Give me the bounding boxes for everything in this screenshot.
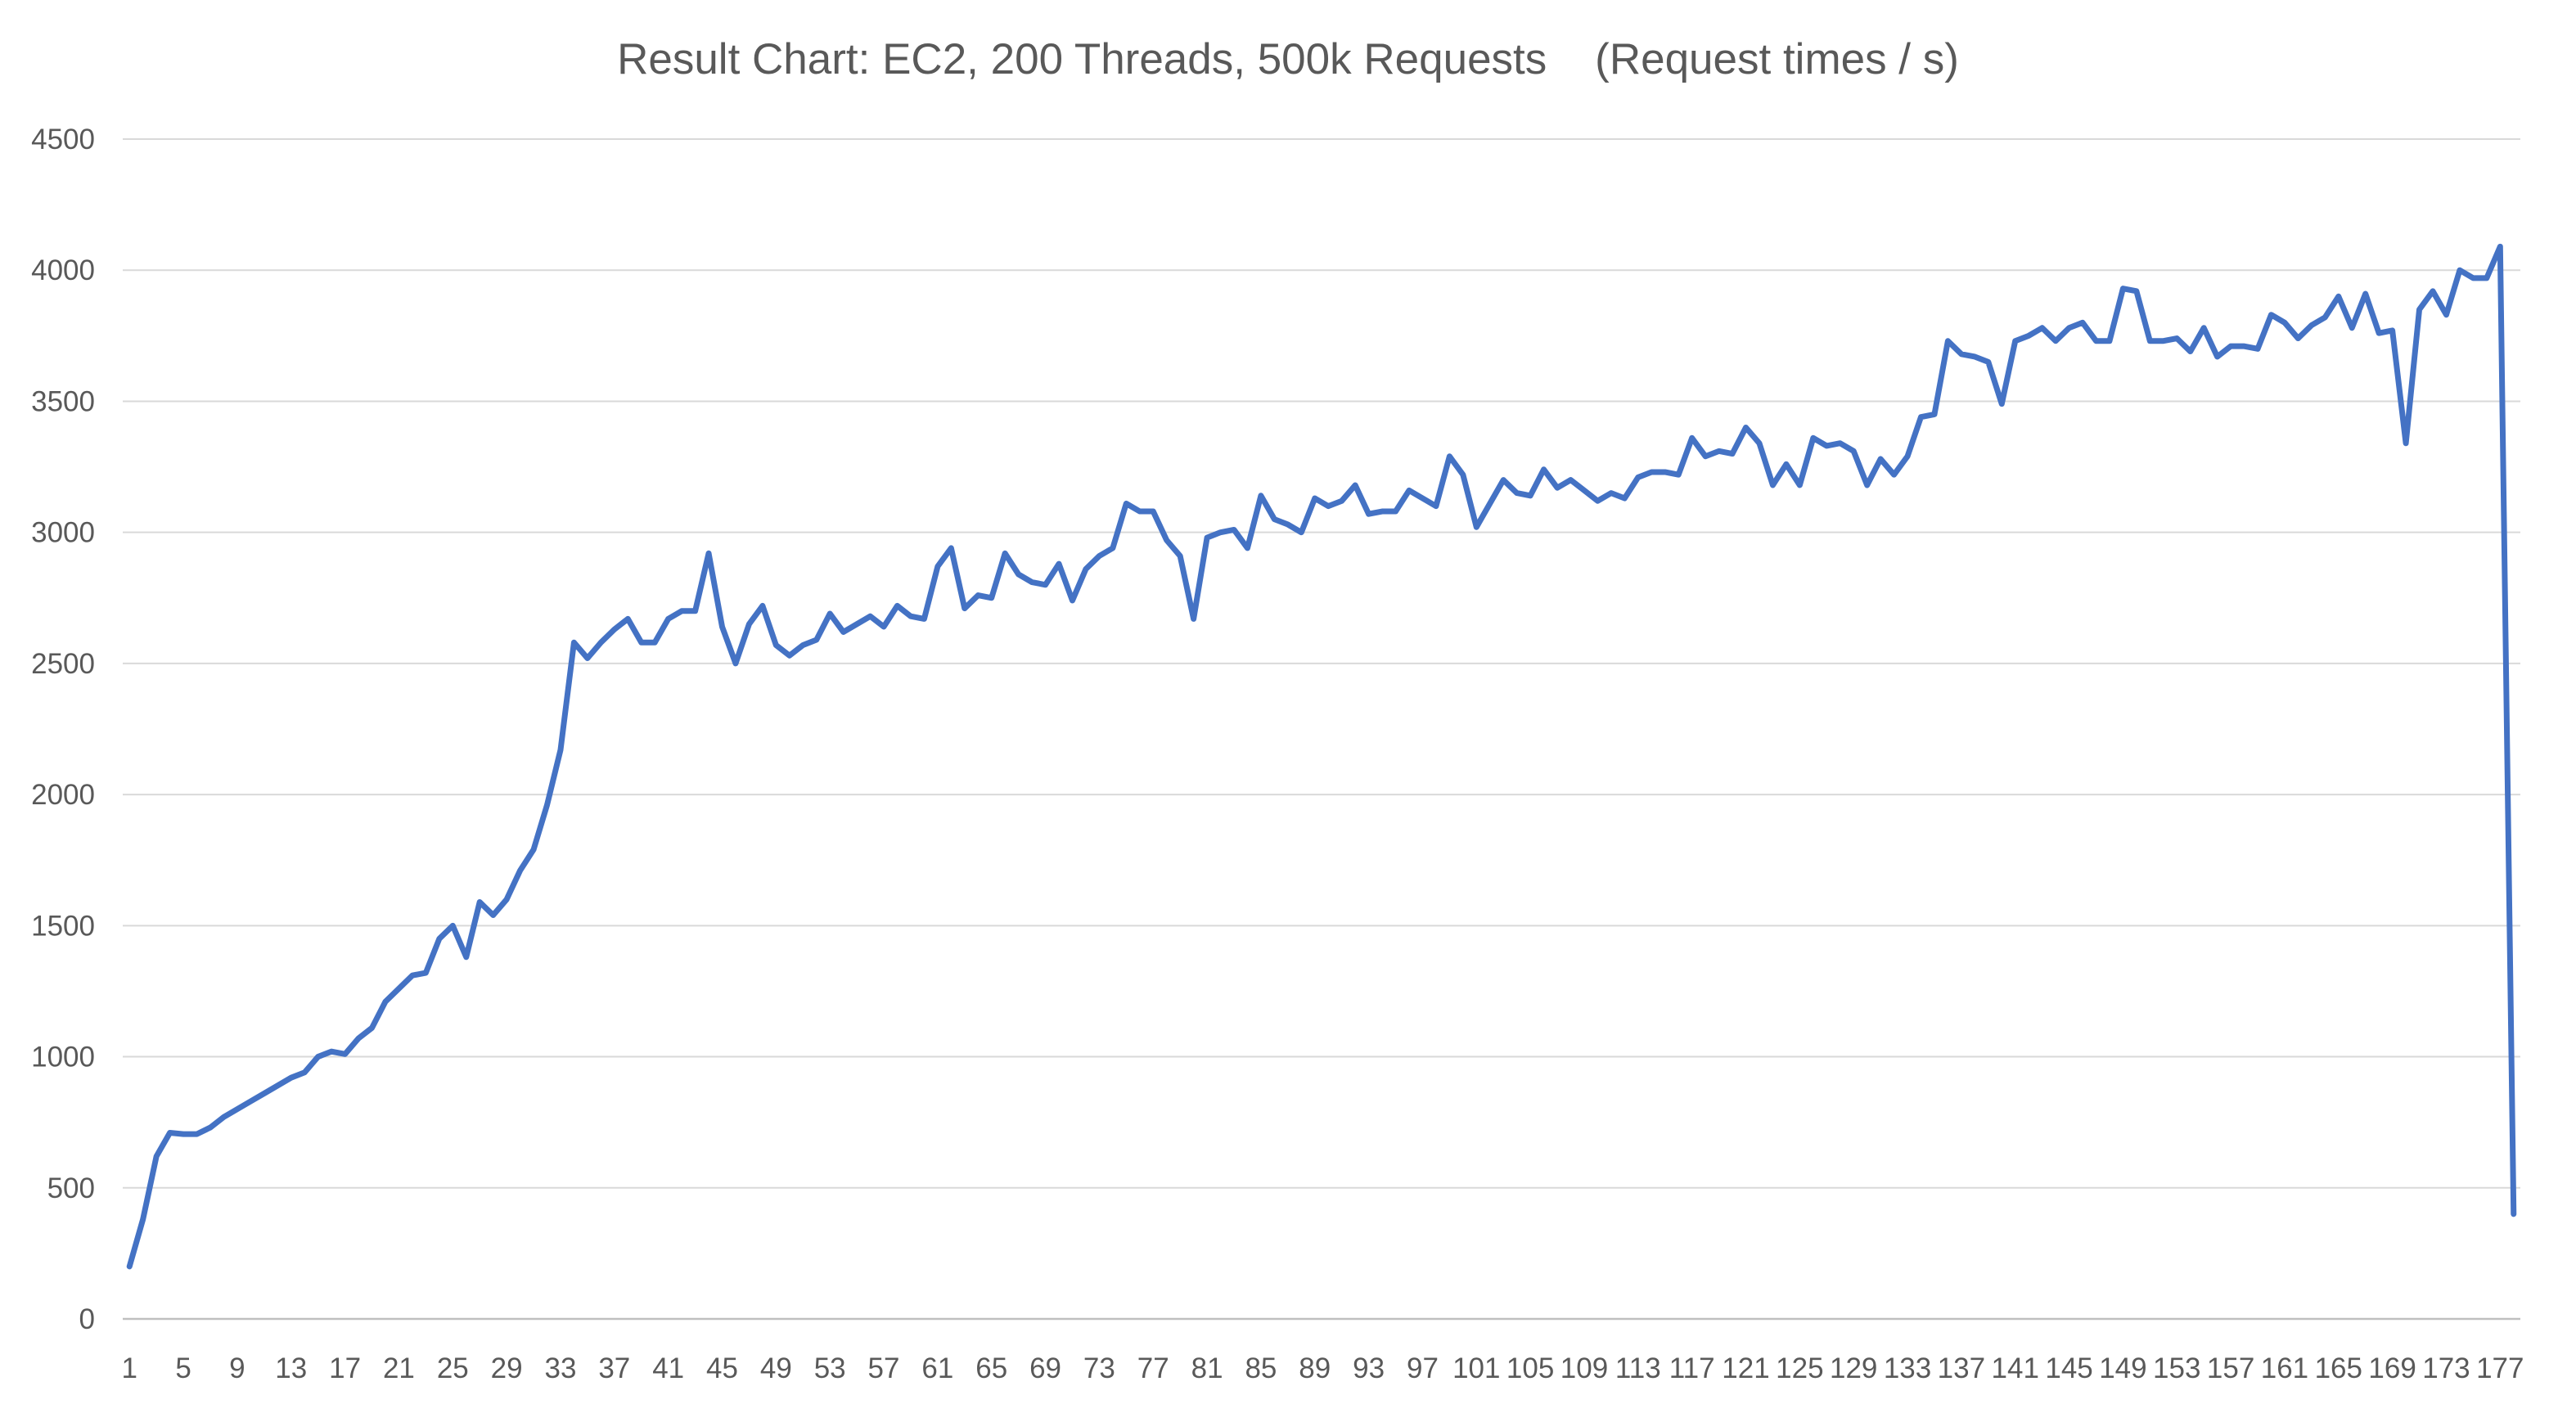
x-tick-label: 9 (229, 1352, 245, 1384)
x-tick-label: 85 (1245, 1352, 1277, 1384)
x-tick-label: 49 (760, 1352, 792, 1384)
x-tick-label: 149 (2099, 1352, 2146, 1384)
x-tick-label: 73 (1083, 1352, 1115, 1384)
x-tick-label: 129 (1830, 1352, 1877, 1384)
x-tick-label: 93 (1353, 1352, 1385, 1384)
x-tick-label: 117 (1669, 1352, 1715, 1384)
x-tick-label: 65 (975, 1352, 1007, 1384)
x-tick-label: 173 (2422, 1352, 2470, 1384)
series-layer (126, 243, 2517, 1270)
x-tick-label: 161 (2261, 1352, 2308, 1384)
x-tick-label: 141 (1992, 1352, 2039, 1384)
x-tick-label: 29 (491, 1352, 523, 1384)
y-tick-label: 3000 (31, 517, 95, 549)
x-tick-label: 157 (2207, 1352, 2254, 1384)
y-tick-label: 0 (79, 1303, 95, 1335)
x-tick-label: 57 (868, 1352, 900, 1384)
x-tick-label: 165 (2315, 1352, 2362, 1384)
chart-title: Result Chart: EC2, 200 Threads, 500k Req… (617, 35, 1959, 83)
x-tick-label: 61 (921, 1352, 953, 1384)
x-tick-label: 89 (1299, 1352, 1331, 1384)
x-tick-label: 125 (1776, 1352, 1823, 1384)
y-tick-label: 1000 (31, 1042, 95, 1073)
x-tick-label: 113 (1615, 1352, 1661, 1384)
x-tick-label: 105 (1506, 1352, 1554, 1384)
y-tick-label: 3500 (31, 385, 95, 417)
y-tick-label: 1500 (31, 910, 95, 942)
x-tick-label: 25 (437, 1352, 469, 1384)
y-tick-label: 2500 (31, 648, 95, 680)
x-tick-label: 177 (2476, 1352, 2524, 1384)
x-tick-label: 45 (706, 1352, 738, 1384)
x-tick-label: 121 (1722, 1352, 1769, 1384)
y-tick-label: 4000 (31, 254, 95, 286)
x-tick-label: 153 (2153, 1352, 2200, 1384)
y-tick-label: 2000 (31, 779, 95, 811)
x-tick-label: 133 (1884, 1352, 1931, 1384)
x-tick-label: 21 (383, 1352, 415, 1384)
x-tick-label: 53 (814, 1352, 846, 1384)
y-tick-label: 500 (47, 1172, 95, 1204)
x-tick-label: 37 (598, 1352, 630, 1384)
x-tick-label: 33 (545, 1352, 577, 1384)
x-tick-label: 81 (1191, 1352, 1223, 1384)
y-axis-ticks: 0 500 1000 1500 2000 2500 3000 3500 4000 4500 (31, 124, 95, 1335)
x-tick-label: 101 (1452, 1352, 1500, 1384)
x-tick-label: 137 (1938, 1352, 1985, 1384)
series-line (126, 243, 2517, 1270)
x-tick-label: 145 (2045, 1352, 2092, 1384)
x-tick-label: 97 (1407, 1352, 1439, 1384)
x-tick-label: 77 (1137, 1352, 1169, 1384)
y-tick-label: 4500 (31, 124, 95, 155)
x-tick-label: 169 (2368, 1352, 2416, 1384)
gridlines (123, 138, 2520, 1321)
x-axis-ticks: 1 5 9 13 17 21 25 29 33 37 41 45 49 53 57 61 65 69 73 77 81 8… (121, 1352, 2524, 1384)
x-tick-label: 109 (1560, 1352, 1608, 1384)
x-tick-label: 5 (175, 1352, 191, 1384)
x-tick-label: 1 (121, 1352, 137, 1384)
x-tick-label: 13 (275, 1352, 307, 1384)
x-tick-label: 17 (329, 1352, 361, 1384)
x-tick-label: 69 (1029, 1352, 1061, 1384)
x-tick-label: 41 (652, 1352, 684, 1384)
